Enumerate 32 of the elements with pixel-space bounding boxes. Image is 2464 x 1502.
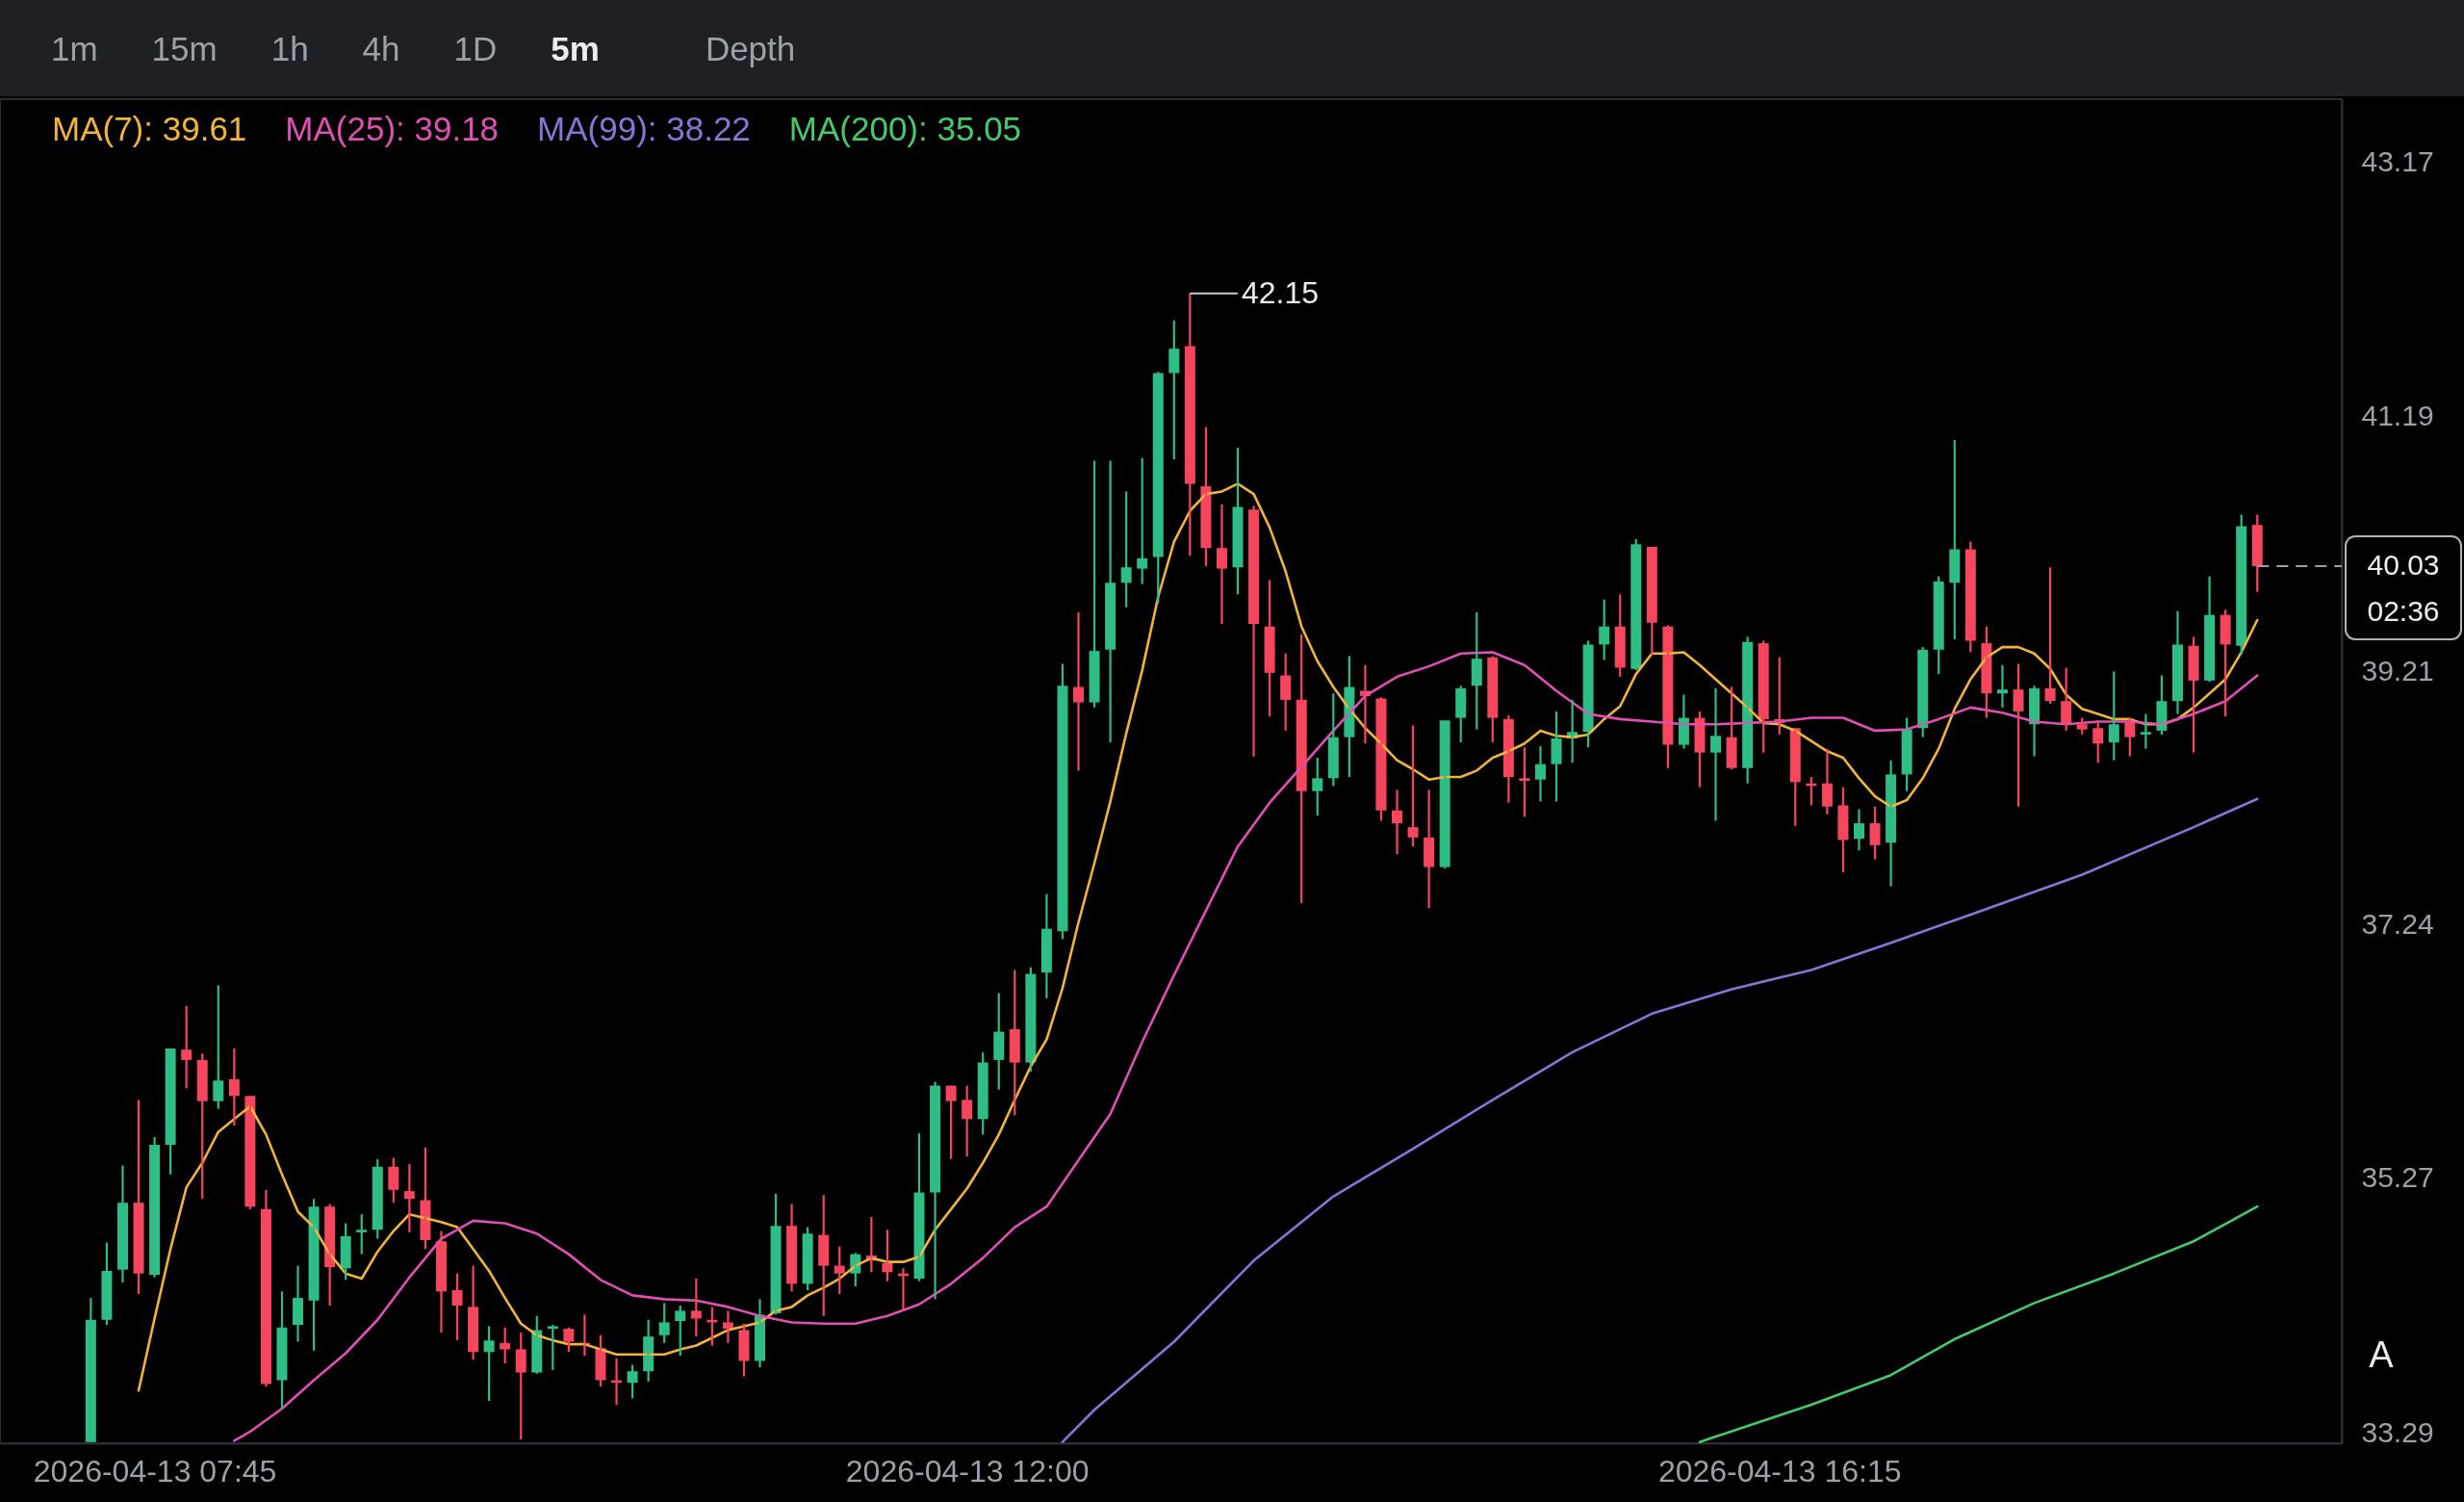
- text: 1D: [453, 30, 498, 67]
- text: MA(7): 39.61: [52, 110, 247, 147]
- text: 02:36: [2367, 594, 2440, 627]
- text: 1m: [51, 30, 98, 67]
- x-tick-label: 2026-04-13 16:15: [1657, 1453, 1902, 1489]
- candlestick: [1519, 746, 1530, 818]
- text: A: [2369, 1334, 2395, 1375]
- y-tick-label: 43.17: [2361, 144, 2434, 177]
- y-tick-label: 37.24: [2361, 908, 2434, 941]
- candlestick: [547, 1324, 558, 1371]
- x-tick-label: 2026-04-13 07:45: [33, 1453, 277, 1489]
- text: MA(99): 38.22: [537, 110, 751, 147]
- candlestick: [356, 1213, 368, 1256]
- text: 15m: [151, 30, 218, 67]
- text: 5m: [551, 30, 600, 67]
- line-series: [137, 482, 2259, 1392]
- y-tick-label: 41.19: [2361, 400, 2434, 432]
- line-series: [1698, 1204, 2259, 1443]
- text: 4h: [362, 30, 400, 67]
- ref-line-label: 40.03: [2367, 548, 2440, 581]
- text: 1h: [270, 30, 309, 67]
- line-series: [1061, 797, 2259, 1443]
- annotation: 42.15: [1242, 274, 1320, 310]
- y-tick-label: 33.29: [2361, 1415, 2434, 1448]
- y-tick-label: 39.21: [2361, 654, 2434, 686]
- x-tick-label: 2026-04-13 12:00: [845, 1453, 1090, 1489]
- text: Depth: [705, 30, 796, 67]
- line-series: [233, 651, 2259, 1442]
- text: MA(200): 35.05: [788, 110, 1022, 147]
- text: MA(25): 39.18: [285, 110, 500, 147]
- candlestick: [2140, 712, 2151, 750]
- y-tick-label: 35.27: [2361, 1161, 2434, 1194]
